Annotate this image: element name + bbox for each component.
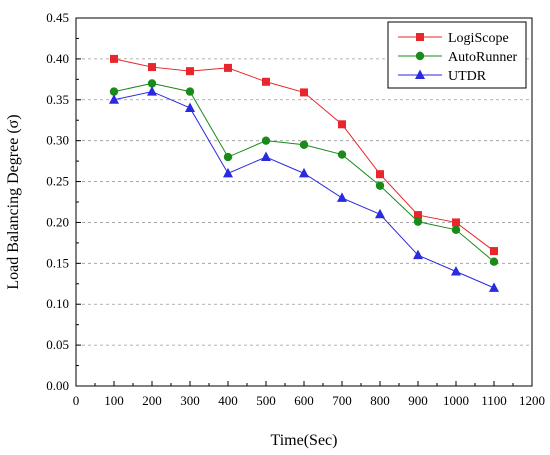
data-point-utdr [109,94,119,104]
x-tick-label: 200 [142,393,162,408]
data-point-utdr [223,167,233,178]
data-point-logiscope [148,63,156,72]
legend-item-utdr: UTDR [398,69,487,84]
legend-marker-logiscope [416,33,424,41]
gridlines [76,58,532,346]
x-tick-label: 400 [218,393,238,408]
x-tick-label: 100 [104,393,124,408]
x-tick-label: 500 [256,393,276,408]
data-point-utdr [261,151,271,162]
y-axis-title: Load Balancing Degree (σ) [5,114,22,289]
x-tick-label: 1200 [519,393,545,408]
data-point-autorunner [375,181,385,190]
legend-label-autorunner: AutoRunner [448,50,518,65]
y-tick-label: 0.35 [46,92,69,107]
x-tick-label: 900 [408,393,428,408]
data-point-autorunner [109,87,119,96]
x-tick-label: 700 [332,393,352,408]
data-point-logiscope [110,54,118,63]
legend-item-logiscope: LogiScope [398,31,509,46]
y-tick-label: 0.40 [46,51,69,66]
legend-marker-utdr [415,69,425,79]
data-point-utdr [375,208,385,219]
x-axis-title: Time(Sec) [271,432,338,449]
data-point-utdr [413,249,423,260]
y-tick-label: 0.30 [46,133,69,148]
data-point-utdr [185,102,195,112]
data-point-logiscope [414,211,422,220]
data-point-autorunner [451,225,461,235]
x-tick-label: 1100 [481,393,507,408]
y-axis: 0.00 0.05 0.10 0.15 0.20 0.25 0.30 0.35 0.40 0.45 [46,10,81,393]
legend: LogiScope AutoRunner UTDR [387,21,527,89]
legend-label-logiscope: LogiScope [448,31,509,46]
data-point-autorunner [489,257,499,266]
data-point-logiscope [262,77,270,86]
data-point-logiscope [376,170,384,179]
data-point-logiscope [452,218,460,227]
data-point-logiscope [224,63,232,72]
x-tick-label: 300 [180,393,200,408]
data-point-autorunner [147,79,157,88]
data-point-utdr [147,86,157,96]
data-point-utdr [337,192,347,202]
x-axis: 0 100 200 300 400 500 600 700 800 900 1000 1100 1200 [73,381,545,408]
data-point-autorunner [261,136,271,145]
data-point-autorunner [337,150,347,159]
data-point-utdr [489,282,499,292]
y-tick-label: 0.05 [46,337,69,352]
data-point-utdr [451,266,461,276]
y-tick-label: 0.10 [46,296,69,311]
x-tick-label: 600 [294,393,314,408]
y-tick-label: 0.00 [46,378,69,393]
y-tick-label: 0.15 [46,255,69,270]
data-point-utdr [299,167,309,178]
data-point-autorunner [223,152,233,162]
x-tick-label: 0 [73,393,80,408]
x-tick-label: 1000 [443,393,469,408]
data-point-logiscope [490,247,498,256]
legend-item-autorunner: AutoRunner [398,50,518,65]
series-autorunner [109,79,499,266]
legend-box [387,21,527,89]
series-logiscope [110,54,498,256]
y-tick-label: 0.25 [46,174,69,189]
data-point-logiscope [186,67,194,76]
y-tick-label: 0.45 [46,10,69,25]
data-point-autorunner [299,140,309,149]
x-tick-label: 800 [370,393,390,408]
legend-label-utdr: UTDR [448,69,487,84]
data-point-logiscope [338,120,346,129]
data-point-logiscope [300,88,308,97]
data-point-autorunner [185,87,195,96]
y-tick-label: 0.20 [46,214,69,229]
series-utdr [109,86,499,292]
series-layer [109,54,499,292]
data-point-autorunner [413,217,423,226]
series-line-utdr [113,91,495,289]
legend-marker-autorunner [415,51,425,61]
